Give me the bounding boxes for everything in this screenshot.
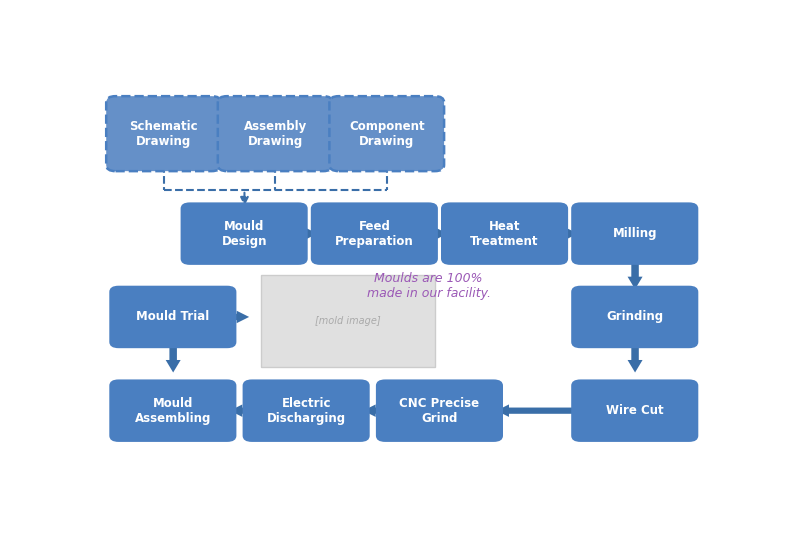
Text: Electric
Discharging: Electric Discharging xyxy=(266,397,346,425)
FancyBboxPatch shape xyxy=(376,379,503,442)
Text: Mould Trial: Mould Trial xyxy=(136,311,210,324)
FancyBboxPatch shape xyxy=(110,286,237,348)
Text: Wire Cut: Wire Cut xyxy=(606,404,663,417)
FancyBboxPatch shape xyxy=(310,202,438,265)
Text: Component
Drawing: Component Drawing xyxy=(349,120,425,148)
Text: Feed
Preparation: Feed Preparation xyxy=(335,220,414,248)
FancyBboxPatch shape xyxy=(571,202,698,265)
FancyBboxPatch shape xyxy=(242,379,370,442)
Text: [mold image]: [mold image] xyxy=(315,316,381,326)
Text: Mould
Design: Mould Design xyxy=(222,220,267,248)
FancyBboxPatch shape xyxy=(571,379,698,442)
FancyBboxPatch shape xyxy=(110,379,237,442)
Bar xyxy=(262,275,435,367)
FancyBboxPatch shape xyxy=(330,96,444,171)
Text: Grinding: Grinding xyxy=(606,311,663,324)
FancyBboxPatch shape xyxy=(218,96,333,171)
Text: Milling: Milling xyxy=(613,227,657,240)
FancyBboxPatch shape xyxy=(106,96,221,171)
Text: Mould
Assembling: Mould Assembling xyxy=(134,397,211,425)
FancyBboxPatch shape xyxy=(181,202,308,265)
Text: CNC Precise
Grind: CNC Precise Grind xyxy=(399,397,479,425)
Text: Heat
Treatment: Heat Treatment xyxy=(470,220,539,248)
FancyBboxPatch shape xyxy=(441,202,568,265)
FancyBboxPatch shape xyxy=(571,286,698,348)
Text: Schematic
Drawing: Schematic Drawing xyxy=(130,120,198,148)
Text: Assembly
Drawing: Assembly Drawing xyxy=(243,120,306,148)
Text: Moulds are 100%
made in our facility.: Moulds are 100% made in our facility. xyxy=(366,272,490,300)
